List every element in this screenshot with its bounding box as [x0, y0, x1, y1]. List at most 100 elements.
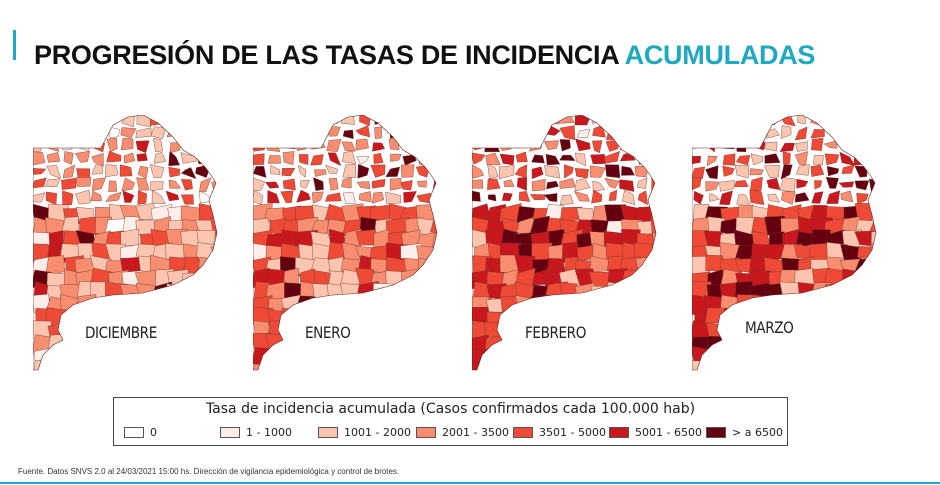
district-polygon: [606, 337, 628, 354]
district-polygon: [417, 180, 427, 188]
district-polygon: [212, 348, 217, 366]
district-polygon: [62, 190, 74, 205]
district-polygon: [342, 164, 356, 178]
district-polygon: [91, 177, 107, 191]
district-polygon: [608, 189, 618, 201]
district-polygon: [198, 268, 217, 290]
district-polygon: [136, 115, 152, 128]
district-polygon: [166, 125, 179, 138]
district-polygon: [389, 324, 408, 341]
district-polygon: [719, 190, 733, 205]
district-polygon: [749, 126, 764, 139]
district-polygon: [181, 310, 203, 326]
district-polygon: [858, 271, 876, 290]
district-polygon: [180, 179, 193, 191]
district-polygon: [764, 359, 788, 370]
district-polygon: [214, 311, 217, 328]
district-polygon: [403, 362, 423, 370]
district-polygon: [78, 362, 96, 370]
district-polygon: [280, 320, 303, 342]
district-polygon: [621, 282, 640, 301]
district-polygon: [499, 140, 516, 152]
district-polygon: [268, 115, 280, 127]
district-polygon: [531, 347, 553, 365]
district-polygon: [300, 180, 310, 189]
district-polygon: [653, 333, 656, 354]
district-polygon: [650, 268, 656, 290]
district-polygon: [575, 138, 591, 152]
district-polygon: [324, 192, 342, 202]
district-polygon: [180, 167, 197, 180]
district-polygon: [854, 311, 876, 326]
district-polygon: [213, 166, 217, 174]
district-polygon: [150, 116, 164, 126]
district-polygon: [402, 334, 424, 354]
district-polygon: [619, 127, 631, 140]
district-polygon: [649, 140, 656, 150]
district-polygon: [531, 154, 545, 164]
district-polygon: [722, 165, 735, 177]
district-polygon: [120, 228, 140, 246]
map-label: MARZO: [745, 318, 794, 337]
district-polygon: [431, 142, 437, 152]
district-polygon: [91, 153, 104, 167]
district-polygon: [621, 189, 636, 206]
district-polygon: [605, 360, 624, 370]
district-polygon: [810, 164, 825, 177]
district-polygon: [531, 115, 545, 124]
district-polygon: [431, 125, 437, 137]
district-polygon: [74, 115, 90, 128]
map-marzo: MARZO: [692, 115, 882, 373]
district-polygon: [735, 155, 751, 166]
district-polygon: [325, 347, 349, 368]
map-febrero: FEBRERO: [472, 115, 662, 373]
district-polygon: [559, 310, 584, 325]
district-polygon: [253, 115, 266, 123]
district-polygon: [590, 309, 609, 325]
district-polygon: [635, 269, 656, 288]
district-polygon: [342, 191, 356, 204]
district-polygon: [298, 154, 309, 165]
district-polygon: [576, 207, 596, 222]
district-polygon: [560, 348, 582, 367]
district-polygon: [76, 294, 97, 315]
district-polygon: [371, 320, 394, 338]
district-polygon: [76, 140, 90, 151]
district-polygon: [651, 362, 656, 370]
district-polygon: [404, 142, 414, 152]
legend-swatch: [416, 427, 436, 438]
district-polygon: [65, 334, 82, 353]
district-polygon: [430, 338, 437, 352]
district-polygon: [282, 129, 297, 140]
district-polygon: [621, 166, 636, 176]
district-polygon: [780, 362, 800, 370]
district-polygon: [196, 297, 217, 316]
district-polygon: [137, 165, 149, 179]
district-polygon: [169, 142, 182, 154]
district-polygon: [498, 347, 524, 363]
district-polygon: [105, 191, 122, 202]
district-polygon: [149, 294, 173, 314]
district-polygon: [781, 191, 796, 205]
district-polygon: [853, 337, 876, 352]
district-polygon: [284, 333, 304, 353]
district-polygon: [870, 151, 876, 167]
district-polygon: [356, 364, 378, 370]
district-polygon: [636, 360, 656, 370]
district-polygon: [472, 129, 482, 141]
district-polygon: [210, 125, 217, 140]
district-polygon: [416, 115, 432, 127]
district-polygon: [765, 349, 785, 363]
district-polygon: [371, 191, 385, 204]
district-polygon: [165, 190, 180, 202]
district-polygon: [390, 153, 402, 162]
district-polygon: [327, 152, 342, 167]
district-polygon: [282, 138, 297, 150]
district-polygon: [780, 125, 792, 139]
district-polygon: [199, 177, 212, 193]
district-polygon: [502, 319, 522, 341]
district-polygon: [543, 140, 559, 150]
district-polygon: [356, 307, 379, 328]
district-polygon: [33, 126, 47, 139]
district-polygon: [706, 336, 727, 355]
